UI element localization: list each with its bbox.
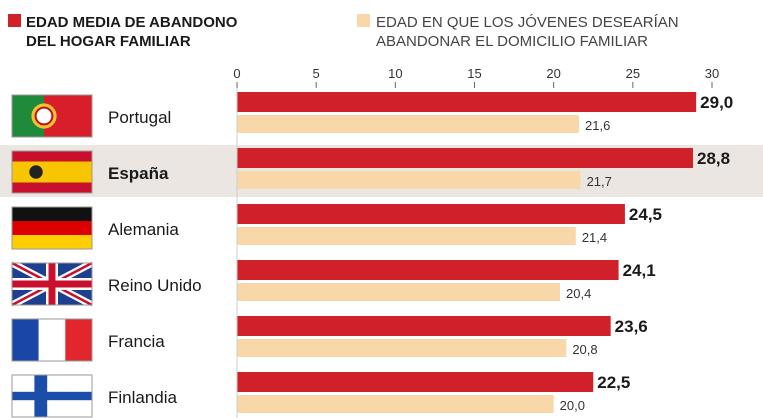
data-label-secondary: 21,6 bbox=[585, 118, 610, 133]
flag-part bbox=[12, 207, 92, 221]
flag-part bbox=[12, 319, 39, 361]
data-label-secondary: 20,8 bbox=[572, 342, 597, 357]
bar-primary bbox=[237, 316, 611, 336]
x-tick-label: 5 bbox=[313, 66, 320, 81]
flag-part bbox=[65, 319, 92, 361]
x-tick-label: 10 bbox=[388, 66, 402, 81]
legend-label-secondary-line2: ABANDONAR EL DOMICILIO FAMILIAR bbox=[376, 33, 648, 50]
bar-primary bbox=[237, 204, 625, 224]
legend-label-primary-line2: DEL HOGAR FAMILIAR bbox=[26, 33, 191, 50]
category-label: Portugal bbox=[108, 108, 171, 127]
legend: EDAD MEDIA DE ABANDONO DEL HOGAR FAMILIA… bbox=[8, 14, 679, 50]
germany-flag bbox=[11, 206, 93, 250]
data-label-secondary: 21,4 bbox=[582, 230, 607, 245]
data-label-primary: 24,5 bbox=[629, 205, 662, 224]
flag-part bbox=[29, 165, 43, 179]
flag-border bbox=[11, 150, 93, 194]
uk-flag bbox=[10, 259, 94, 309]
flag-border bbox=[11, 206, 93, 250]
flag-part bbox=[12, 235, 92, 249]
legend-label-primary-line1: EDAD MEDIA DE ABANDONO bbox=[26, 14, 238, 31]
legend-swatch-primary bbox=[8, 14, 21, 27]
category-label: Finlandia bbox=[108, 388, 178, 407]
bar-secondary bbox=[237, 115, 579, 133]
category-label: España bbox=[108, 164, 169, 183]
flag-border bbox=[11, 94, 93, 138]
bar-secondary bbox=[237, 395, 554, 413]
bar-secondary bbox=[237, 227, 576, 245]
flag-part bbox=[12, 391, 92, 401]
bar-primary bbox=[237, 372, 594, 392]
bar-primary bbox=[237, 260, 619, 280]
data-label-primary: 22,5 bbox=[597, 373, 630, 392]
bar-primary bbox=[237, 92, 697, 112]
data-label-secondary: 20,0 bbox=[560, 398, 585, 413]
portugal-flag bbox=[11, 94, 93, 138]
bar-primary bbox=[237, 148, 693, 168]
x-tick-label: 20 bbox=[546, 66, 560, 81]
data-label-primary: 28,8 bbox=[697, 149, 730, 168]
data-label-primary: 23,6 bbox=[615, 317, 648, 336]
x-tick-label: 25 bbox=[626, 66, 640, 81]
category-label: Reino Unido bbox=[108, 276, 202, 295]
flag-part bbox=[12, 221, 92, 235]
legend-swatch-secondary bbox=[357, 14, 370, 27]
x-tick-label: 15 bbox=[467, 66, 481, 81]
france-flag bbox=[11, 318, 93, 362]
category-label: Francia bbox=[108, 332, 165, 351]
flag-part bbox=[12, 280, 92, 288]
flag-border bbox=[11, 262, 93, 306]
data-label-secondary: 21,7 bbox=[587, 174, 612, 189]
data-label-primary: 24,1 bbox=[623, 261, 656, 280]
flag-part bbox=[12, 161, 92, 183]
spain-flag bbox=[11, 150, 93, 194]
category-label: Alemania bbox=[108, 220, 179, 239]
flag-part bbox=[34, 106, 54, 126]
bar-secondary bbox=[237, 339, 567, 357]
bar-secondary bbox=[237, 283, 560, 301]
data-label-secondary: 20,4 bbox=[566, 286, 591, 301]
x-tick-label: 30 bbox=[705, 66, 719, 81]
legend-label-secondary-line1: EDAD EN QUE LOS JÓVENES DESEARÍAN bbox=[376, 14, 679, 31]
finland-flag bbox=[11, 374, 93, 418]
flag-border bbox=[11, 374, 93, 418]
flag-border bbox=[11, 318, 93, 362]
bar-secondary bbox=[237, 171, 581, 189]
x-tick-label: 0 bbox=[233, 66, 240, 81]
flag-part bbox=[38, 319, 66, 361]
data-label-primary: 29,0 bbox=[700, 93, 733, 112]
plot-area: 0 5 10 15 20 25 30 Portugal 29,0 21,6 España 28,8 21… bbox=[0, 66, 763, 418]
